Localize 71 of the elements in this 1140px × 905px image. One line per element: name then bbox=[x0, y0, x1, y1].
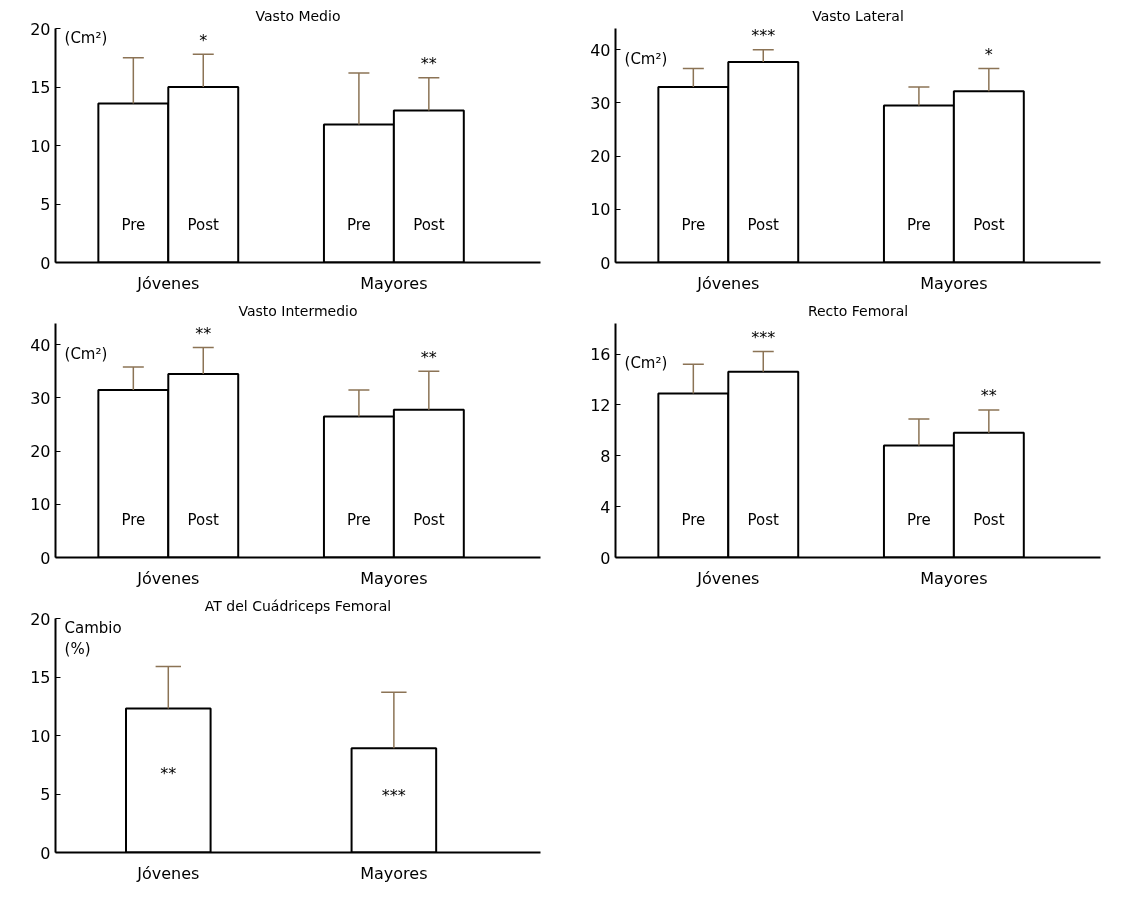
text: Post bbox=[187, 511, 219, 530]
x-tick-label: Mayores bbox=[360, 273, 428, 293]
chart-title: Vasto Lateral bbox=[812, 7, 904, 24]
y-tick-label: 0 bbox=[40, 253, 51, 273]
data-label: *** bbox=[751, 26, 776, 46]
y-axis-title: (Cm²) bbox=[64, 344, 108, 363]
y-tick-label: 0 bbox=[40, 843, 51, 863]
x-tick-label: Jóvenes bbox=[696, 273, 760, 293]
text: Pre bbox=[346, 216, 371, 235]
x-tick-label: Mayores bbox=[360, 863, 428, 883]
y-tick-label: 10 bbox=[30, 495, 51, 515]
series-label: Post bbox=[973, 511, 1005, 530]
data-label: *** bbox=[381, 785, 406, 805]
x-tick-label: Mayores bbox=[920, 273, 988, 293]
y-tick-label: 40 bbox=[30, 335, 51, 355]
x-tick-label: Jóvenes bbox=[136, 863, 200, 883]
series-label: Post bbox=[413, 511, 445, 530]
data-label: ** bbox=[160, 763, 177, 783]
y-tick-label: 30 bbox=[30, 388, 51, 408]
y-tick-label: 5 bbox=[40, 195, 51, 214]
text: Post bbox=[747, 216, 779, 235]
data-label: * bbox=[984, 44, 993, 64]
data-label: ** bbox=[980, 386, 997, 406]
series-label: Post bbox=[413, 216, 445, 235]
series-label: Pre bbox=[681, 216, 706, 235]
series-label: Pre bbox=[681, 511, 706, 530]
data-label: ** bbox=[195, 323, 212, 343]
data-label: ** bbox=[420, 53, 437, 73]
chart-title: Recto Femoral bbox=[807, 302, 909, 319]
y-tick-label: 20 bbox=[30, 442, 51, 462]
data-label: * bbox=[199, 30, 208, 50]
y-tick-label: 8 bbox=[600, 446, 611, 466]
chart-title: AT del Cuádriceps Femoral bbox=[204, 597, 392, 614]
y-tick-label: 4 bbox=[600, 497, 611, 517]
y-tick-label: 30 bbox=[590, 93, 611, 113]
y-tick-label: 15 bbox=[30, 78, 51, 97]
text: Pre bbox=[906, 511, 931, 530]
y-axis-title: (Cm²) bbox=[624, 354, 668, 373]
x-tick-label: Jóvenes bbox=[136, 273, 200, 293]
text: Post bbox=[747, 511, 779, 530]
y-tick-label: 20 bbox=[590, 147, 611, 167]
chart-title: Vasto Medio bbox=[255, 7, 341, 24]
x-tick-label: Mayores bbox=[920, 568, 988, 588]
x-tick-label: Jóvenes bbox=[136, 568, 200, 588]
chart-title: Vasto Intermedio bbox=[238, 302, 358, 319]
text: Post bbox=[187, 216, 219, 235]
y-tick-label: 15 bbox=[30, 668, 51, 687]
y-tick-label: 0 bbox=[40, 548, 51, 568]
y-tick-label: 0 bbox=[600, 548, 611, 568]
y-tick-label: 0 bbox=[600, 253, 611, 273]
y-tick-label: 12 bbox=[590, 395, 611, 415]
x-tick-label: Jóvenes bbox=[696, 568, 760, 588]
series-label: Pre bbox=[121, 216, 146, 235]
data-label: *** bbox=[751, 327, 776, 347]
text: Pre bbox=[906, 216, 931, 235]
y-axis-title: (Cm²) bbox=[624, 49, 668, 68]
y-tick-label: 20 bbox=[30, 19, 51, 39]
data-label: ** bbox=[420, 347, 437, 367]
y-tick-label: 16 bbox=[590, 345, 611, 365]
y-tick-label: 10 bbox=[590, 200, 611, 220]
y-tick-label: 10 bbox=[30, 726, 51, 746]
y-axis-title: Cambio (%) bbox=[64, 618, 122, 659]
y-tick-label: 20 bbox=[30, 609, 51, 629]
y-tick-label: 5 bbox=[40, 785, 51, 804]
series-label: Post bbox=[973, 216, 1005, 235]
y-tick-label: 10 bbox=[30, 136, 51, 156]
text: Pre bbox=[346, 511, 371, 530]
x-tick-label: Mayores bbox=[360, 568, 428, 588]
y-tick-label: 40 bbox=[590, 40, 611, 60]
series-label: Pre bbox=[121, 511, 146, 530]
y-axis-title: (Cm²) bbox=[64, 28, 108, 47]
